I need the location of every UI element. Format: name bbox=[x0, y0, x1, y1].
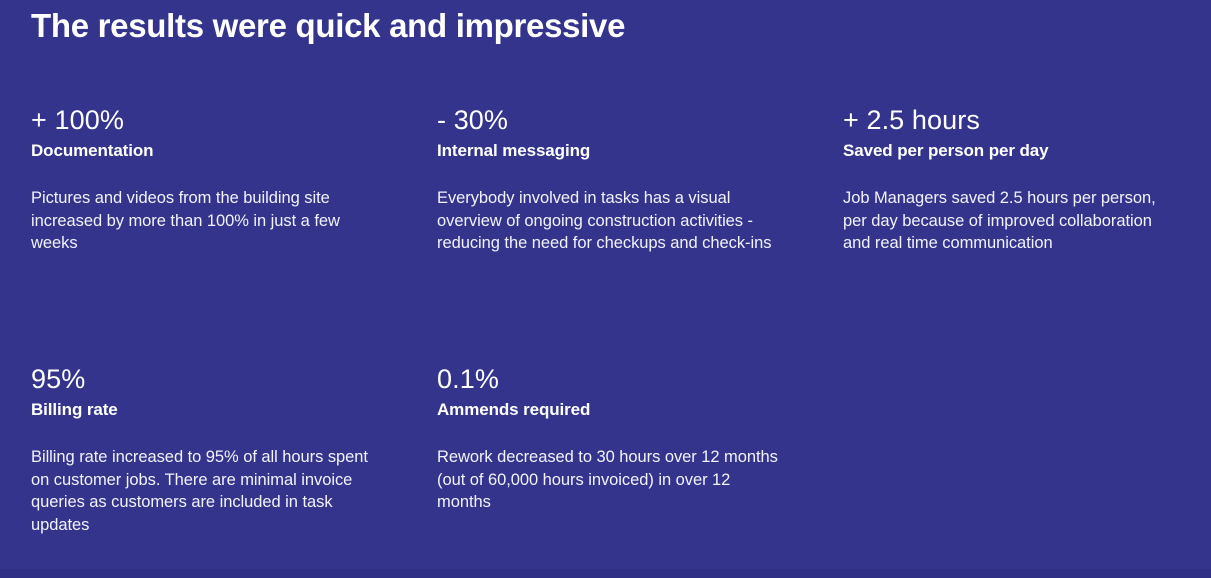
stat-description: Job Managers saved 2.5 hours per person,… bbox=[843, 189, 1156, 253]
stat-card-hours-saved: + 2.5 hours Saved per person per day Job… bbox=[843, 103, 1191, 255]
stats-row-2: 95% Billing rate Billing rate increased … bbox=[31, 362, 1191, 536]
stat-label: Saved per person per day bbox=[843, 141, 1049, 160]
stat-card-ammends-required: 0.1% Ammends required Rework decreased t… bbox=[437, 362, 843, 514]
stats-row-1: + 100% Documentation Pictures and videos… bbox=[31, 103, 1191, 362]
stat-value: 95% bbox=[31, 364, 86, 394]
stat-label: Ammends required bbox=[437, 400, 591, 419]
stat-description: Billing rate increased to 95% of all hou… bbox=[31, 448, 368, 534]
stat-card-billing-rate: 95% Billing rate Billing rate increased … bbox=[31, 362, 437, 536]
stat-value: + 100% bbox=[31, 105, 124, 135]
stat-label: Billing rate bbox=[31, 400, 118, 419]
stat-label: Internal messaging bbox=[437, 141, 591, 160]
stat-value: 0.1% bbox=[437, 364, 499, 394]
stat-value: + 2.5 hours bbox=[843, 105, 980, 135]
stat-description: Rework decreased to 30 hours over 12 mon… bbox=[437, 448, 778, 512]
stat-description: Everybody involved in tasks has a visual… bbox=[437, 189, 772, 253]
stat-card-documentation: + 100% Documentation Pictures and videos… bbox=[31, 103, 437, 255]
stat-label: Documentation bbox=[31, 141, 154, 160]
stat-value: - 30% bbox=[437, 105, 509, 135]
bottom-edge-band bbox=[0, 569, 1211, 578]
stat-description: Pictures and videos from the building si… bbox=[31, 189, 340, 253]
stats-grid: + 100% Documentation Pictures and videos… bbox=[31, 103, 1191, 536]
stat-card-internal-messaging: - 30% Internal messaging Everybody invol… bbox=[437, 103, 843, 255]
page-title: The results were quick and impressive bbox=[31, 7, 626, 44]
